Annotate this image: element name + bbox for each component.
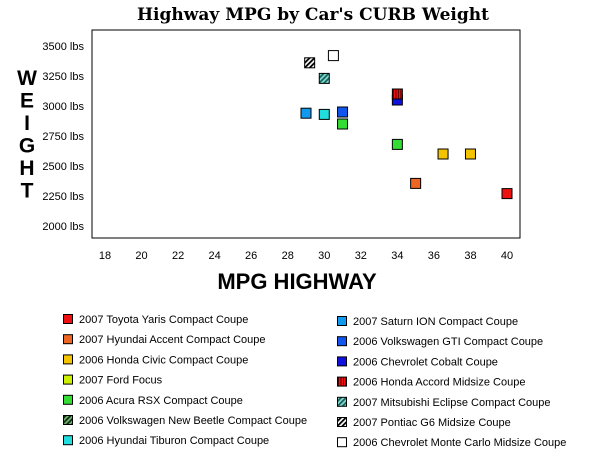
- y-axis-label-letter: H: [19, 157, 34, 180]
- data-point: [327, 50, 339, 62]
- x-tick-label: 18: [99, 250, 111, 262]
- y-tick-label: 2250 lbs: [42, 191, 84, 203]
- data-point: [318, 108, 330, 120]
- legend-swatch: [63, 415, 73, 425]
- legend-label: 2006 Honda Civic Compact Coupe: [79, 354, 248, 366]
- legend-swatch: [337, 437, 347, 448]
- legend-label: 2006 Volkswagen GTI Compact Coupe: [353, 336, 543, 348]
- data-point: [318, 72, 330, 84]
- x-tick-label: 24: [209, 250, 221, 262]
- y-tick-label: 3000 lbs: [42, 101, 84, 113]
- legend-label: 2007 Pontiac G6 Midsize Coupe: [353, 417, 511, 429]
- x-tick-label: 30: [318, 250, 330, 262]
- legend-label: 2006 Acura RSX Compact Coupe: [79, 395, 243, 407]
- chart-title: Highway MPG by Car's CURB Weight: [137, 5, 489, 25]
- legend-swatch: [63, 314, 73, 324]
- legend-swatch: [337, 336, 347, 347]
- x-tick-label: 40: [501, 250, 513, 262]
- legend-swatch: [337, 376, 347, 387]
- legend-swatch: [337, 396, 347, 407]
- legend-swatch: [63, 334, 73, 345]
- y-axis-label-letter: E: [20, 90, 34, 113]
- x-tick-label: 38: [464, 250, 476, 262]
- legend-swatch: [337, 356, 347, 367]
- data-point: [501, 188, 513, 200]
- y-tick-label: 2000 lbs: [42, 221, 84, 233]
- data-point: [300, 107, 312, 119]
- legend-swatch: [337, 417, 347, 427]
- legend-label: 2006 Hyundai Tiburon Compact Coupe: [79, 435, 269, 447]
- y-axis-ticks: 2000 lbs 2250 lbs 2500 lbs 2750 lbs 3000 lbs…: [42, 41, 84, 233]
- legend-label: 2007 Saturn ION Compact Coupe: [353, 316, 518, 328]
- legend-label: 2007 Toyota Yaris Compact Coupe: [79, 314, 248, 326]
- y-tick-label: 3500 lbs: [42, 41, 84, 53]
- data-point: [391, 88, 403, 100]
- legend-swatch: [63, 394, 73, 405]
- x-tick-label: 20: [135, 250, 147, 262]
- y-axis-label-letter: T: [21, 180, 34, 203]
- legend-label: 2006 Honda Accord Midsize Coupe: [353, 377, 525, 389]
- legend-swatch: [63, 374, 73, 385]
- data-point: [437, 148, 449, 160]
- x-axis-ticks: 18 20 22 24 26 28 30 32 34 36 38 40: [99, 250, 513, 262]
- data-points: [300, 50, 513, 200]
- data-point: [337, 118, 349, 130]
- x-tick-label: 22: [172, 250, 184, 262]
- data-point: [410, 177, 422, 189]
- data-point: [391, 138, 403, 150]
- x-tick-label: 26: [245, 250, 257, 262]
- y-axis-label-letter: I: [24, 112, 30, 135]
- x-axis-label: MPG HIGHWAY: [217, 269, 377, 294]
- data-point: [304, 57, 316, 69]
- y-tick-label: 3250 lbs: [42, 71, 84, 83]
- legend-swatch: [337, 316, 347, 326]
- y-tick-label: 2750 lbs: [42, 131, 84, 143]
- x-tick-label: 36: [428, 250, 440, 262]
- data-point: [337, 106, 349, 118]
- data-point: [464, 148, 476, 160]
- x-tick-label: 28: [282, 250, 294, 262]
- x-tick-label: 34: [391, 250, 403, 262]
- y-axis-label-letter: G: [19, 135, 35, 158]
- legend-label: 2006 Chevrolet Cobalt Coupe: [353, 356, 498, 368]
- y-axis-label-letter: W: [17, 67, 37, 90]
- legend: 2007 Toyota Yaris Compact Coupe 2007 Hyun…: [63, 314, 566, 449]
- legend-label: 2006 Chevrolet Monte Carlo Midsize Coupe: [353, 437, 566, 449]
- legend-label: 2007 Mitsubishi Eclipse Compact Coupe: [353, 397, 551, 409]
- legend-label: 2006 Volkswagen New Beetle Compact Coupe: [79, 415, 307, 427]
- legend-label: 2007 Ford Focus: [79, 375, 163, 387]
- legend-swatch: [63, 354, 73, 365]
- legend-swatch: [63, 435, 73, 446]
- x-tick-label: 32: [355, 250, 367, 262]
- y-tick-label: 2500 lbs: [42, 161, 84, 173]
- legend-label: 2007 Hyundai Accent Compact Coupe: [79, 334, 266, 346]
